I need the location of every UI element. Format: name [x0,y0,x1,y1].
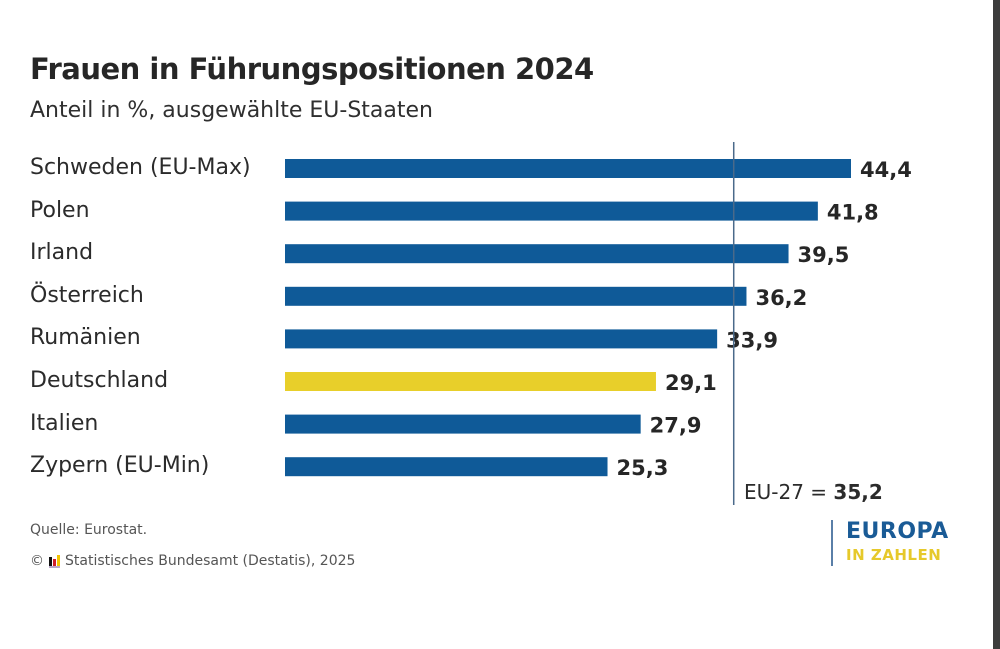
bar-4 [285,329,718,349]
source-note: Quelle: Eurostat. [30,522,148,538]
category-label: Polen [30,197,90,223]
category-label: Deutschland [30,368,169,393]
eu-average-value: 35,2 [833,480,883,504]
chart-subtitle: Anteil in %, ausgewählte EU-Staaten [30,98,433,123]
bar-5 [285,372,656,391]
category-label: Italien [30,410,99,436]
brand-line-1: EUROPA [846,519,949,544]
europa-in-zahlen-logo: EUROPA IN ZAHLEN [831,520,949,566]
value-label: 33,9 [726,328,778,352]
bar-0 [285,159,851,178]
category-label: Zypern (EU-Min) [30,453,210,479]
value-label: 44,4 [860,158,912,182]
bar-2 [285,244,789,264]
copyright-text: Statistisches Bundesamt (Destatis), 2025 [65,553,356,569]
brand-line-2: IN ZAHLEN [846,546,942,564]
eu-average-label: EU-27 = 35,2 [744,480,883,504]
bar-3 [285,286,747,306]
copyright-symbol: © [30,553,44,569]
bar-1 [285,201,818,221]
value-label: 29,1 [665,371,717,395]
value-label: 36,2 [755,286,807,310]
value-label: 25,3 [617,456,669,480]
eu-average-text: EU-27 = [744,480,834,504]
category-label: Österreich [30,282,144,308]
value-label: 27,9 [650,414,702,438]
category-label: Irland [30,240,94,266]
category-label: Rumänien [30,325,141,351]
window-edge [993,0,1000,649]
bar-7 [285,457,608,477]
value-label: 39,5 [798,243,850,267]
copyright-note: © Statistisches Bundesamt (Destatis), 20… [30,553,355,569]
chart-title: Frauen in Führungspositionen 2024 [30,52,594,86]
destatis-logo-icon [49,554,60,568]
value-label: 41,8 [827,201,879,225]
category-label: Schweden (EU-Max) [30,155,251,180]
bar-6 [285,414,641,434]
